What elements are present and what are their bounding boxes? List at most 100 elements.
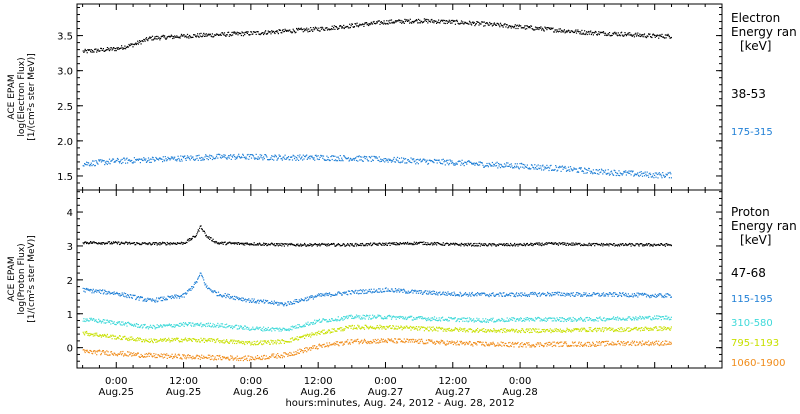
data-point [253, 244, 254, 245]
data-point [654, 35, 655, 36]
data-point [236, 343, 237, 344]
data-point [104, 243, 105, 244]
data-point [482, 318, 483, 319]
data-point [307, 31, 308, 32]
data-point [156, 339, 157, 340]
data-point [642, 245, 643, 246]
data-point [262, 159, 263, 160]
data-point [480, 293, 481, 294]
data-point [488, 244, 489, 245]
data-point [669, 36, 670, 37]
data-point [248, 154, 249, 155]
data-point [398, 316, 399, 317]
data-point [663, 297, 664, 298]
data-point [287, 245, 288, 246]
data-point [398, 290, 399, 291]
data-point [109, 159, 110, 160]
data-point [661, 319, 662, 320]
data-point [389, 242, 390, 243]
data-point [670, 173, 671, 174]
data-point [126, 323, 127, 324]
data-point [395, 244, 396, 245]
data-point [85, 332, 86, 333]
data-point [470, 162, 471, 163]
data-point [279, 154, 280, 155]
data-point [665, 34, 666, 35]
data-point [151, 37, 152, 38]
data-point [163, 35, 164, 36]
data-point [573, 292, 574, 293]
data-point [189, 289, 190, 290]
data-point [636, 295, 637, 296]
data-point [243, 155, 244, 156]
data-point [241, 297, 242, 298]
data-point [233, 154, 234, 155]
data-point [570, 32, 571, 33]
data-point [153, 242, 154, 243]
data-point [529, 26, 530, 27]
data-point [137, 340, 138, 341]
data-point [352, 24, 353, 25]
data-point [342, 27, 343, 28]
data-point [155, 328, 156, 329]
data-point [489, 296, 490, 297]
data-point [351, 318, 352, 319]
data-point [112, 48, 113, 49]
data-point [614, 170, 615, 171]
data-point [431, 291, 432, 292]
data-point [184, 297, 185, 298]
data-point [536, 29, 537, 30]
data-point [663, 175, 664, 176]
data-point [262, 157, 263, 158]
data-point [221, 340, 222, 341]
data-point [385, 158, 386, 159]
data-point [239, 328, 240, 329]
data-point [308, 157, 309, 158]
data-point [212, 325, 213, 326]
data-point [402, 316, 403, 317]
data-point [645, 172, 646, 173]
data-point [83, 321, 84, 322]
data-point [251, 158, 252, 159]
data-point [243, 327, 244, 328]
data-point [477, 292, 478, 293]
data-point [584, 30, 585, 31]
data-point [196, 158, 197, 159]
data-point [478, 320, 479, 321]
data-point [358, 26, 359, 27]
data-point [305, 326, 306, 327]
data-point [427, 160, 428, 161]
data-point [161, 297, 162, 298]
data-point [646, 37, 647, 38]
data-point [498, 294, 499, 295]
data-point [228, 32, 229, 33]
data-point [219, 154, 220, 155]
data-point [171, 298, 172, 299]
data-point [454, 292, 455, 293]
data-point [598, 31, 599, 32]
data-point [204, 342, 205, 343]
data-point [336, 160, 337, 161]
data-point [338, 28, 339, 29]
data-point [375, 157, 376, 158]
data-point [206, 33, 207, 34]
data-point [258, 300, 259, 301]
data-point [144, 159, 145, 160]
data-point [589, 293, 590, 294]
data-point [505, 26, 506, 27]
data-point [120, 48, 121, 49]
data-point [135, 340, 136, 341]
data-point [173, 296, 174, 297]
data-point [425, 159, 426, 160]
data-point [580, 168, 581, 169]
data-point [634, 293, 635, 294]
y-tick-label: 3.5 [57, 32, 73, 43]
y-tick-label: 2.0 [57, 137, 73, 148]
data-point [331, 28, 332, 29]
data-point [559, 167, 560, 168]
data-point [591, 245, 592, 246]
data-point [260, 340, 261, 341]
data-point [443, 242, 444, 243]
y-axis-label-line: ACE EPAM [7, 74, 17, 119]
data-point [639, 318, 640, 319]
